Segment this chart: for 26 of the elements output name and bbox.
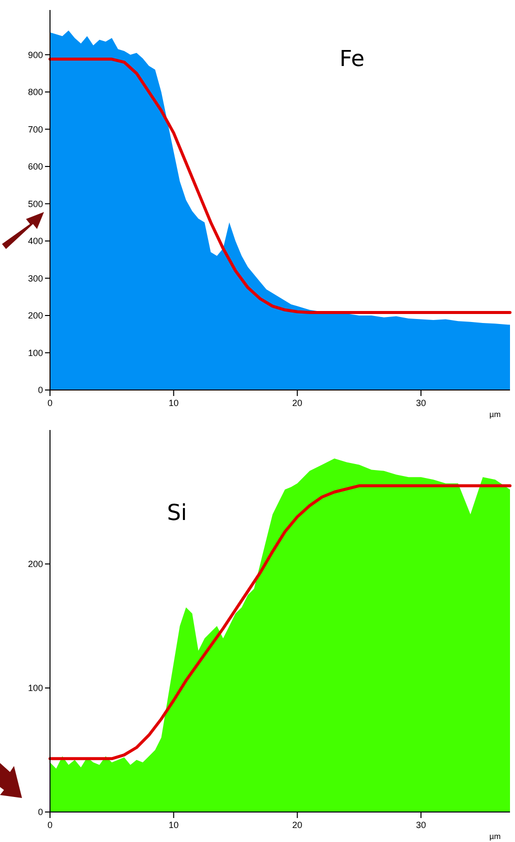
text: Fe <box>340 47 364 72</box>
y-tick-label: 400 <box>28 236 43 246</box>
y-tick-label: 200 <box>28 559 43 570</box>
x-tick-label: 20 <box>292 398 302 408</box>
text: Si <box>166 501 188 526</box>
line-series <box>48 484 512 760</box>
x-tick-label: 0 <box>47 398 53 408</box>
x-tick-label: 10 <box>168 398 179 408</box>
y-tick-label: 0 <box>38 385 43 396</box>
y-tick-label: 500 <box>28 198 43 209</box>
y-tick-label: 900 <box>28 50 43 60</box>
y-tick-label: 200 <box>28 310 43 321</box>
y-tick-label: 300 <box>28 273 43 284</box>
x-tick-label: 20 <box>292 820 302 830</box>
x-axis-title: µm <box>489 410 501 419</box>
x-tick-label: 0 <box>47 820 53 830</box>
y-tick-label: 600 <box>28 162 43 172</box>
x-axis-title: µm <box>489 832 501 841</box>
x-tick-label: 30 <box>416 398 426 408</box>
y-tick-label: 0 <box>38 807 43 818</box>
x-tick-label: 30 <box>416 820 426 830</box>
x-tick-label: 10 <box>168 820 179 830</box>
y-tick-label: 700 <box>28 124 43 134</box>
y-tick-label: 800 <box>28 87 43 98</box>
y-tick-label: 100 <box>28 683 43 694</box>
y-tick-label: 100 <box>28 348 43 358</box>
